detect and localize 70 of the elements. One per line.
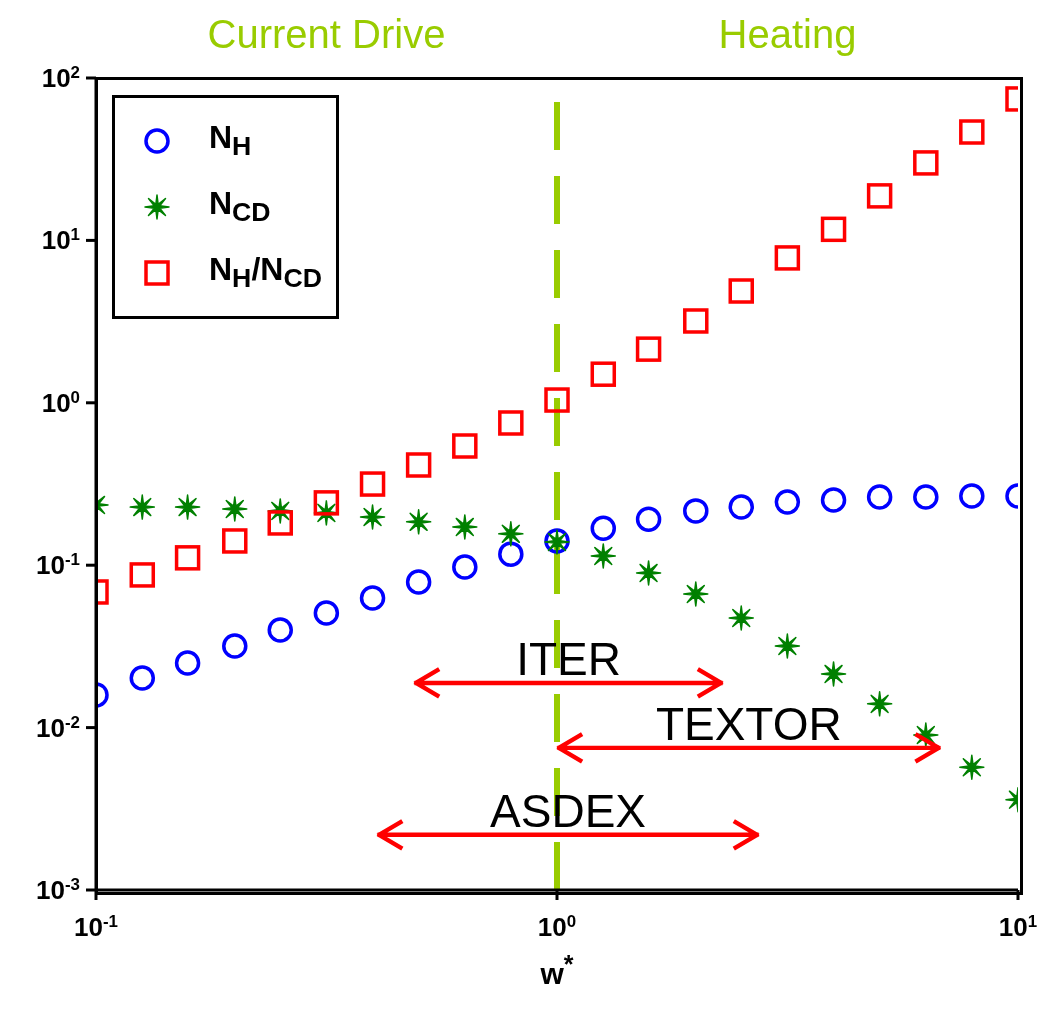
x-tick-label: 10$^{0}$ xyxy=(537,911,577,942)
point xyxy=(544,387,570,413)
point xyxy=(498,410,524,436)
point xyxy=(866,484,893,510)
point xyxy=(959,754,985,780)
legend-label: N$_{H}$/N$_{CD}$ xyxy=(209,251,322,295)
point xyxy=(359,504,386,530)
point xyxy=(498,541,524,567)
point xyxy=(728,278,754,304)
point xyxy=(959,483,985,509)
point xyxy=(774,489,801,515)
point xyxy=(683,581,709,607)
point xyxy=(313,490,340,516)
point xyxy=(498,521,524,547)
point xyxy=(590,361,617,387)
y-tick-label: 10$^{0}$ xyxy=(41,387,80,418)
point xyxy=(959,119,985,145)
point xyxy=(728,605,754,631)
point xyxy=(129,665,156,691)
y-tick-label: 10$^{-3}$ xyxy=(36,874,80,905)
point xyxy=(820,661,847,687)
point xyxy=(129,494,156,520)
text: Heating xyxy=(717,12,858,57)
point xyxy=(866,691,893,717)
point xyxy=(222,528,248,554)
point xyxy=(774,245,801,271)
x-tick-label: 10$^{1}$ xyxy=(998,911,1038,942)
x-tick-label: 10$^{-1}$ xyxy=(74,911,118,942)
point xyxy=(590,515,617,541)
point xyxy=(405,569,432,595)
point xyxy=(635,506,662,532)
point xyxy=(405,509,432,535)
point xyxy=(683,498,709,524)
point xyxy=(820,487,847,513)
point xyxy=(452,514,478,540)
point xyxy=(683,308,709,334)
point xyxy=(267,617,293,643)
point xyxy=(774,633,801,659)
point xyxy=(174,494,201,520)
point xyxy=(635,336,662,362)
annotation: ASDEX xyxy=(490,784,647,837)
point xyxy=(222,496,248,522)
point xyxy=(359,471,386,497)
legend-label: N$_{CD}$ xyxy=(209,185,271,229)
x-axis-title: w$^{*}$ xyxy=(539,950,575,991)
y-tick-label: 10$^{-1}$ xyxy=(36,549,80,581)
y-tick-label: 10$^{-2}$ xyxy=(36,712,80,743)
point xyxy=(635,560,662,586)
point xyxy=(452,433,478,459)
point xyxy=(174,545,201,571)
point xyxy=(913,150,939,176)
point xyxy=(866,183,893,209)
point xyxy=(913,484,939,510)
y-tick-label: 10$^{2}$ xyxy=(41,62,80,93)
point xyxy=(129,562,156,588)
point xyxy=(359,585,386,611)
point xyxy=(590,543,617,569)
y-tick-label: 10$^{1}$ xyxy=(41,224,80,256)
legend-label: N$_{H}$ xyxy=(209,119,252,163)
point xyxy=(267,510,293,536)
point xyxy=(405,452,432,478)
point xyxy=(820,216,847,243)
point xyxy=(452,554,478,580)
point xyxy=(728,494,754,520)
annotation: ITER xyxy=(516,632,621,685)
point xyxy=(174,650,201,676)
annotation: TEXTOR xyxy=(655,697,842,750)
point xyxy=(313,600,340,626)
point xyxy=(222,633,248,659)
text: Current Drive xyxy=(206,12,447,57)
